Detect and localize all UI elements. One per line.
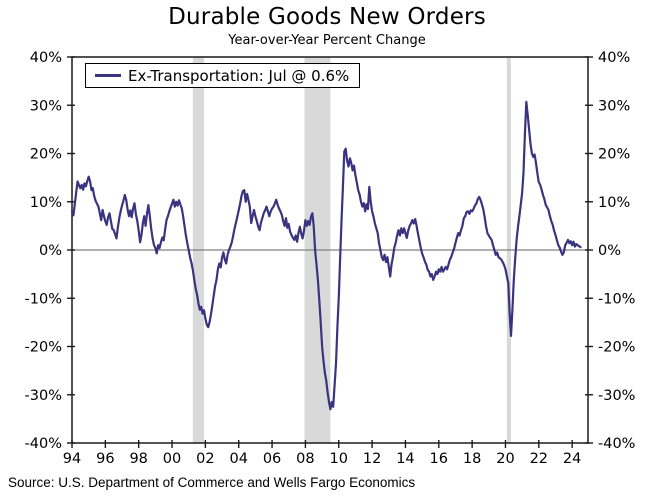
series-line [70,100,582,411]
source-text: Source: U.S. Department of Commerce and … [8,475,416,490]
x-axis-tick-label: 10 [330,451,348,467]
y-axis-tick-label: -30% [25,388,62,404]
y-axis-tick-label: -30% [598,388,635,404]
x-axis-tick-label: 98 [129,451,147,467]
y-axis-tick-label: 30% [598,98,630,114]
x-axis-tick-label: 06 [263,451,281,467]
y-axis-tick-label: -20% [25,340,62,356]
y-axis-tick-label: 20% [30,147,62,163]
y-axis-tick-label: 40% [30,50,62,66]
x-axis-tick-label: 24 [563,451,581,467]
x-axis-tick-label: 16 [430,451,448,467]
x-axis-tick-label: 94 [63,451,81,467]
x-axis-tick-label: 08 [296,451,314,467]
x-axis-tick-label: 14 [396,451,414,467]
x-axis-tick-label: 18 [463,451,481,467]
y-axis-tick-label: 30% [30,98,62,114]
y-axis-tick-label: 10% [598,195,630,211]
legend-box: Ex-Transportation: Jul @ 0.6% [85,63,361,88]
plot-frame [71,56,589,444]
x-axis-tick-label: 00 [163,451,181,467]
chart-title: Durable Goods New Orders [168,4,486,30]
y-axis-tick-label: -10% [25,291,62,307]
y-axis-tick-label: -20% [598,340,635,356]
y-axis-tick-label: 20% [598,147,630,163]
y-axis-tick-label: -40% [598,436,635,452]
x-axis-tick-label: 02 [196,451,214,467]
y-axis-tick-label: 10% [30,195,62,211]
x-axis-tick-label: 22 [530,451,548,467]
y-axis-tick-label: 40% [598,50,630,66]
legend-label: Ex-Transportation: Jul @ 0.6% [128,66,350,85]
y-axis-tick-label: 0% [39,243,62,259]
y-axis-tick-label: -10% [598,291,635,307]
chart-subtitle: Year-over-Year Percent Change [228,33,426,48]
x-axis-tick-label: 12 [363,451,381,467]
x-axis-tick-label: 04 [229,451,247,467]
y-axis-tick-label: 0% [598,243,621,259]
x-axis-tick-label: 20 [496,451,514,467]
legend-line-swatch [95,74,121,77]
x-axis-tick-label: 96 [96,451,114,467]
y-axis-tick-label: -40% [25,436,62,452]
